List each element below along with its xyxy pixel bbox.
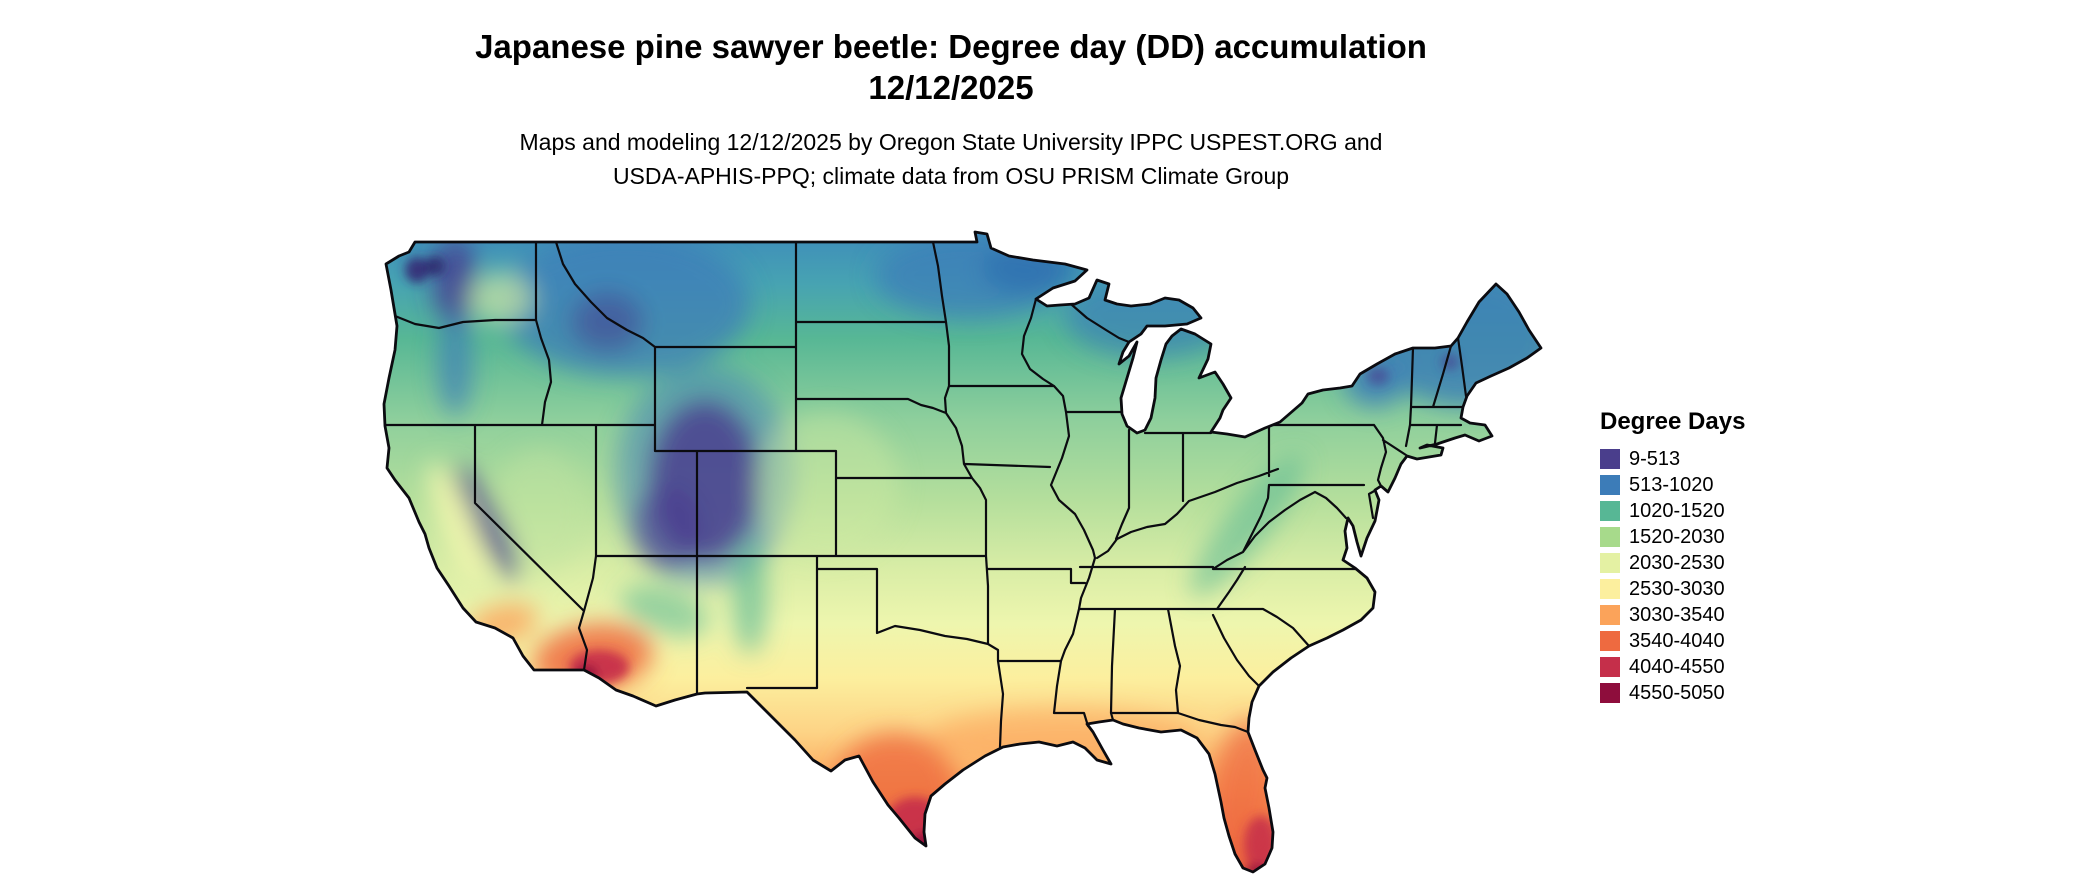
page-title-line-2: 12/12/2025 — [868, 69, 1034, 106]
legend-label: 513-1020 — [1629, 473, 1714, 496]
page-subtitle: Maps and modeling 12/12/2025 by Oregon S… — [0, 125, 1902, 193]
legend-item: 2030-2530 — [1600, 550, 1745, 576]
us-degree-day-map — [382, 230, 1543, 874]
legend-label: 1520-2030 — [1629, 525, 1725, 548]
legend-label: 1020-1520 — [1629, 499, 1725, 522]
us-outline — [382, 230, 1543, 874]
legend-swatch — [1600, 579, 1620, 599]
map-raster — [384, 232, 1541, 872]
legend-item: 3030-3540 — [1600, 602, 1745, 628]
legend-label: 9-513 — [1629, 447, 1681, 470]
legend-swatch — [1600, 553, 1620, 573]
legend-label: 4550-5050 — [1629, 681, 1725, 704]
legend: Degree Days 9-513 513-1020 1020-1520 1520-2… — [1600, 408, 1745, 706]
legend-label: 3540-4040 — [1629, 629, 1725, 652]
legend-title: Degree Days — [1600, 408, 1746, 435]
title-block: Japanese pine sawyer beetle: Degree day … — [0, 26, 1902, 193]
state-boundaries — [384, 240, 1468, 749]
legend-item: 2530-3030 — [1600, 576, 1745, 602]
page-subtitle-line-1: Maps and modeling 12/12/2025 by Oregon S… — [519, 129, 1383, 155]
legend-swatch — [1600, 527, 1620, 547]
legend-swatch — [1600, 631, 1620, 651]
legend-swatch — [1600, 449, 1620, 469]
legend-swatch — [1600, 605, 1620, 625]
legend-swatch — [1600, 683, 1620, 703]
legend-label: 2530-3030 — [1629, 577, 1725, 600]
legend-label: 4040-4550 — [1629, 655, 1725, 678]
page-subtitle-line-2: USDA-APHIS-PPQ; climate data from OSU PR… — [612, 163, 1290, 189]
legend-item: 4040-4550 — [1600, 654, 1745, 680]
legend-swatch — [1600, 657, 1620, 677]
page-title-line-1: Japanese pine sawyer beetle: Degree day … — [475, 28, 1427, 65]
legend-item: 1520-2030 — [1600, 524, 1745, 550]
legend-swatch — [1600, 475, 1620, 495]
legend-item: 3540-4040 — [1600, 628, 1745, 654]
legend-label: 3030-3540 — [1629, 603, 1725, 626]
legend-items: 9-513 513-1020 1020-1520 1520-2030 2030-2530… — [1600, 446, 1745, 706]
legend-item: 9-513 — [1600, 446, 1745, 472]
legend-item: 4550-5050 — [1600, 680, 1745, 706]
legend-item: 1020-1520 — [1600, 498, 1745, 524]
legend-item: 513-1020 — [1600, 472, 1745, 498]
legend-label: 2030-2530 — [1629, 551, 1725, 574]
legend-swatch — [1600, 501, 1620, 521]
